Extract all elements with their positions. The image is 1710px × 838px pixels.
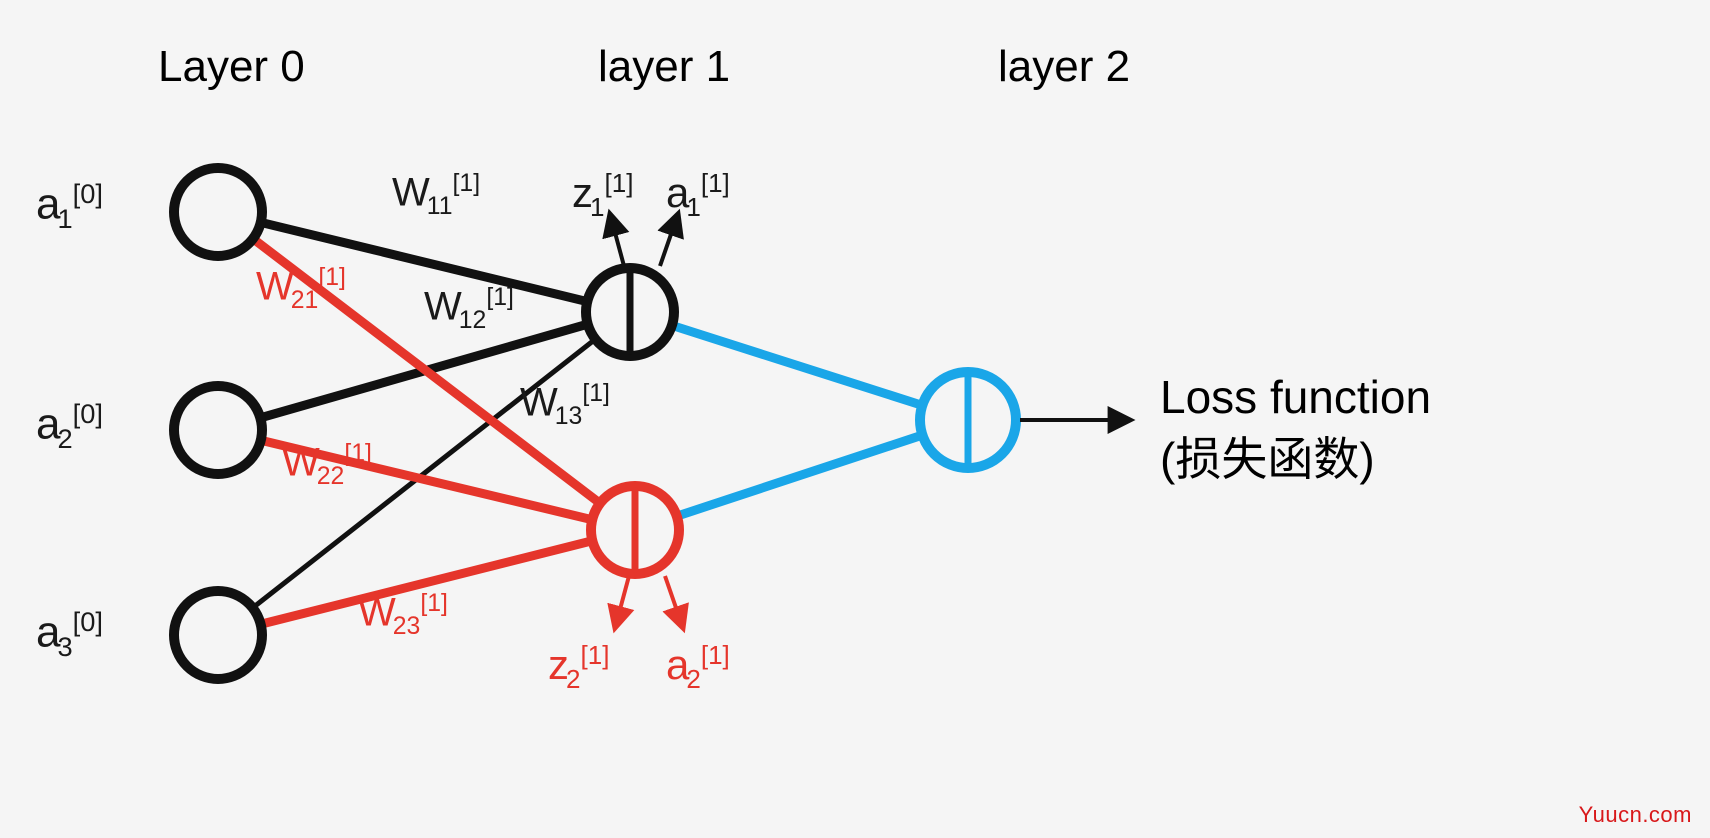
node-a0_1 [174, 168, 262, 256]
weight-label: W22[1] [282, 440, 372, 491]
input-node-label: a2[0] [36, 398, 103, 455]
za-label: a1[1] [666, 168, 730, 223]
weight-label: W11[1] [392, 170, 480, 221]
loss-line1: Loss function [1160, 366, 1431, 428]
za-label: z2[1] [548, 640, 609, 695]
za-label: a2[1] [666, 640, 730, 695]
za-label: z1[1] [572, 168, 633, 223]
layer-header-0: Layer 0 [158, 42, 305, 92]
weight-label: W21[1] [256, 264, 346, 315]
diagram-canvas: Layer 0 layer 1 layer 2 a1[0]a2[0]a3[0] … [0, 0, 1710, 838]
loss-label: Loss function (损失函数) [1160, 366, 1431, 490]
loss-line2: (损失函数) [1160, 428, 1431, 490]
node-a0_3 [174, 591, 262, 679]
nn-diagram-svg [0, 0, 1710, 838]
za-arrow [615, 576, 629, 628]
input-node-label: a3[0] [36, 606, 103, 663]
weight-label: W13[1] [520, 380, 610, 431]
za-arrow [665, 576, 683, 628]
edge [677, 435, 923, 516]
edge [672, 325, 922, 405]
watermark: Yuucn.com [1579, 802, 1692, 828]
node-a0_2 [174, 386, 262, 474]
input-node-label: a1[0] [36, 178, 103, 235]
weight-label: W12[1] [424, 284, 514, 335]
layer-header-2: layer 2 [998, 42, 1130, 92]
weight-label: W23[1] [358, 590, 448, 641]
layer-header-1: layer 1 [598, 42, 730, 92]
